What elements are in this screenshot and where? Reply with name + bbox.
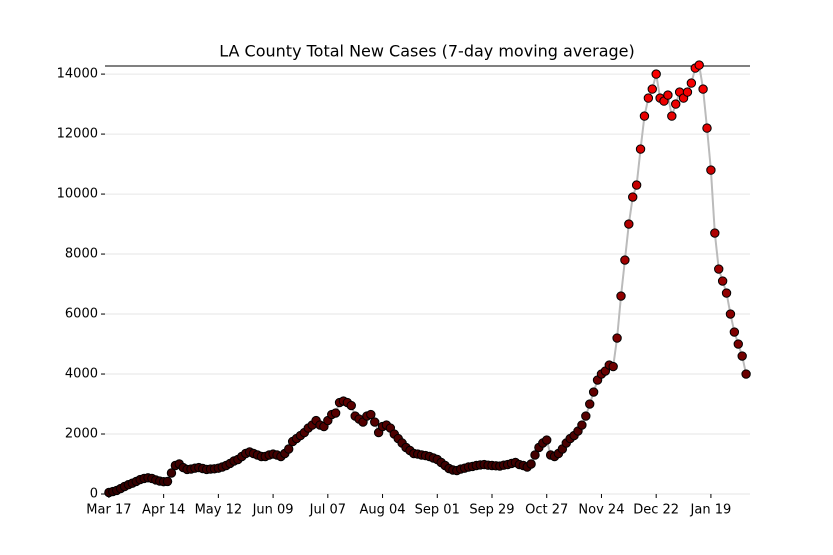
- data-point: [741, 369, 751, 379]
- data-point: [667, 111, 677, 121]
- data-point: [585, 399, 595, 409]
- data-point: [725, 309, 736, 319]
- data-point: [694, 60, 704, 70]
- data-point: [698, 84, 708, 94]
- y-tick-label: 6000: [65, 307, 98, 322]
- data-point: [729, 327, 740, 337]
- data-point: [526, 459, 536, 469]
- data-point: [635, 144, 646, 154]
- data-point: [588, 387, 599, 397]
- x-tick-label: Sep 29: [469, 503, 514, 518]
- data-point: [717, 276, 728, 286]
- data-point: [162, 476, 173, 487]
- data-point: [616, 291, 626, 301]
- data-point: [581, 411, 591, 421]
- data-point: [714, 264, 724, 274]
- data-point: [577, 420, 587, 430]
- y-tick-label: 4000: [65, 367, 98, 382]
- data-point: [682, 87, 693, 97]
- data-point: [671, 99, 681, 109]
- x-tick-label: Nov 24: [578, 503, 624, 518]
- data-point: [166, 468, 177, 478]
- data-point: [366, 409, 376, 420]
- data-point: [542, 435, 552, 445]
- y-tick-label: 8000: [65, 247, 98, 262]
- data-point: [647, 84, 657, 94]
- data-point: [702, 123, 712, 133]
- data-point: [733, 339, 743, 349]
- x-tick-label: Sep 01: [415, 503, 460, 518]
- x-tick-label: Dec 22: [633, 503, 679, 518]
- data-point: [706, 165, 716, 175]
- chart-title: LA County Total New Cases (7-day moving …: [219, 42, 635, 61]
- data-point: [710, 228, 720, 238]
- data-point: [624, 219, 634, 229]
- x-tick-label: Jul 07: [309, 503, 346, 518]
- x-tick-label: Jan 19: [690, 503, 732, 518]
- x-tick-label: Oct 27: [525, 503, 568, 518]
- data-point: [631, 180, 642, 190]
- x-tick-label: May 12: [195, 503, 243, 518]
- data-point: [370, 417, 380, 427]
- data-point: [628, 192, 638, 202]
- y-tick-label: 14000: [57, 67, 98, 82]
- data-point: [330, 408, 341, 418]
- data-point: [612, 333, 622, 343]
- y-tick-label: 0: [90, 487, 98, 502]
- data-point: [530, 450, 540, 460]
- data-point: [663, 90, 673, 100]
- data-point: [608, 361, 618, 372]
- x-tick-label: Aug 04: [360, 503, 406, 518]
- x-tick-label: Mar 17: [86, 503, 131, 518]
- y-tick-label: 10000: [57, 187, 98, 202]
- data-point: [639, 111, 650, 121]
- y-tick-label: 12000: [57, 127, 98, 142]
- x-tick-label: Jun 09: [252, 503, 294, 518]
- series-line: [108, 63, 748, 494]
- data-point: [284, 444, 294, 454]
- data-point: [721, 288, 732, 298]
- data-point: [686, 78, 697, 88]
- x-tick-label: Apr 14: [142, 503, 185, 518]
- data-point: [643, 93, 654, 103]
- data-point: [620, 255, 630, 265]
- data-point: [346, 400, 356, 411]
- data-point: [651, 69, 661, 79]
- y-tick-label: 2000: [65, 427, 98, 442]
- data-point: [737, 351, 747, 361]
